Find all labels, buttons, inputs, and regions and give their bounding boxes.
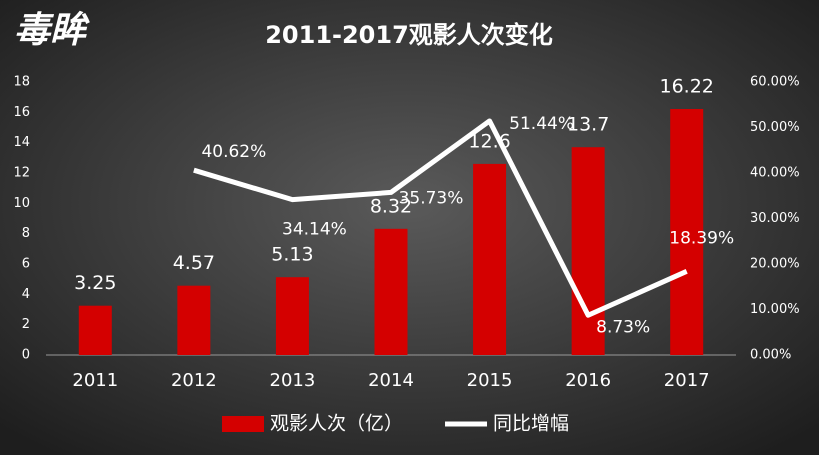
bar <box>177 285 211 355</box>
line-value-label: 40.62% <box>201 142 266 162</box>
logo: 毒眸 <box>14 10 90 51</box>
bar <box>78 305 112 355</box>
y2-tick-label: 30.00% <box>750 211 800 226</box>
bar-value-label: 16.22 <box>660 75 714 97</box>
y-tick-label: 10 <box>13 196 30 211</box>
y-tick-label: 4 <box>22 287 30 302</box>
x-tick-label: 2014 <box>368 370 414 391</box>
legend-label: 观影人次（亿） <box>270 413 403 435</box>
line-value-label: 18.39% <box>669 228 734 248</box>
legend-label: 同比增幅 <box>493 413 569 435</box>
y2-tick-label: 60.00% <box>750 75 800 90</box>
line <box>193 118 688 318</box>
y2-tick-label: 40.00% <box>750 166 800 181</box>
y-tick-label: 14 <box>13 135 30 150</box>
x-tick-label: 2012 <box>171 370 217 391</box>
line-value-label: 8.73% <box>596 317 650 337</box>
bar <box>374 228 408 355</box>
x-tick-label: 2011 <box>72 370 118 391</box>
y-tick-label: 18 <box>13 75 30 90</box>
chart-title: 2011-2017观影人次变化 <box>265 21 553 49</box>
x-tick-label: 2017 <box>664 370 710 391</box>
bar-value-label: 4.57 <box>173 252 215 274</box>
line-value-label: 35.73% <box>399 188 464 208</box>
y-tick-label: 0 <box>22 348 30 363</box>
line-value-label: 51.44% <box>509 114 574 134</box>
y2-tick-label: 20.00% <box>750 257 800 272</box>
line-value-label: 34.14% <box>282 220 347 240</box>
bar-value-label: 3.25 <box>74 272 116 294</box>
bar-value-label: 13.7 <box>567 114 609 136</box>
bar-value-label: 8.32 <box>370 195 412 217</box>
x-tick-label: 2015 <box>467 370 513 391</box>
y2-tick-label: 10.00% <box>750 302 800 317</box>
y-tick-label: 2 <box>22 317 30 332</box>
legend-swatch <box>222 416 264 432</box>
y-tick-label: 8 <box>22 226 30 241</box>
x-tick-label: 2013 <box>270 370 316 391</box>
y2-tick-label: 50.00% <box>750 120 800 135</box>
x-tick-label: 2016 <box>565 370 611 391</box>
bar <box>275 277 309 355</box>
y2-tick-label: 0.00% <box>750 348 791 363</box>
y-tick-label: 12 <box>13 166 30 181</box>
y-tick-label: 16 <box>13 105 30 120</box>
bar <box>571 147 605 355</box>
bar <box>670 108 704 355</box>
bar <box>473 163 507 355</box>
bar-value-label: 5.13 <box>271 244 313 266</box>
y-tick-label: 6 <box>22 257 30 272</box>
